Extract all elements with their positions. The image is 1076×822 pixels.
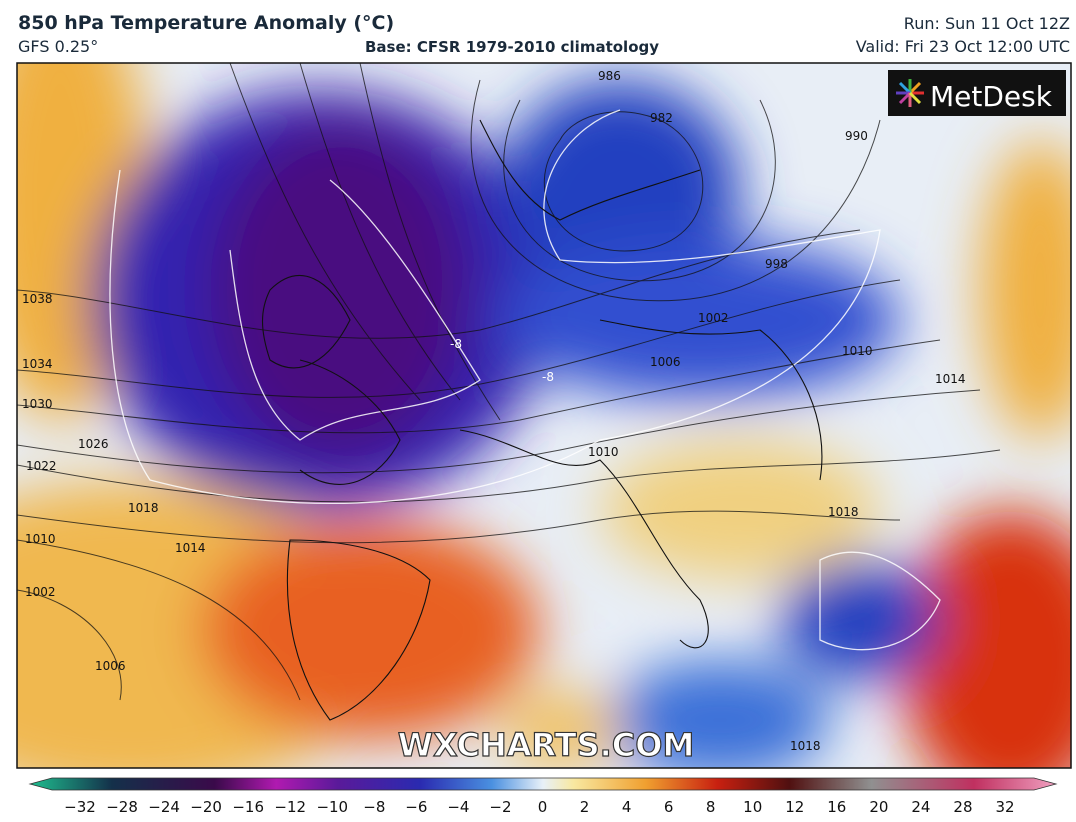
colorbar-tick-label: 16 [827, 798, 846, 816]
isobar-label: 998 [765, 257, 788, 271]
colorbar-tick-label: −32 [64, 798, 96, 816]
colorbar-tick-label: 28 [953, 798, 972, 816]
isobar-label: 1026 [78, 437, 109, 451]
colorbar-tick-label: −8 [363, 798, 385, 816]
colorbar-tick-label: 10 [743, 798, 762, 816]
colorbar-tick-label: −4 [447, 798, 469, 816]
isobar-label: 1014 [175, 541, 206, 555]
isobar-label: 1006 [650, 355, 681, 369]
isobar-label: 1018 [128, 501, 159, 515]
colorbar-tick-label: −12 [274, 798, 306, 816]
colorbar-tick-label: 20 [869, 798, 888, 816]
colorbar-tick-label: 24 [911, 798, 930, 816]
colorbar-tick-label: 2 [580, 798, 590, 816]
colorbar-tick-label: −28 [106, 798, 138, 816]
isobar-label: 990 [845, 129, 868, 143]
colorbar [28, 777, 1058, 791]
colorbar-tick-label: 4 [622, 798, 632, 816]
isobar-label: 1018 [828, 505, 859, 519]
colorbar-tick-label: −2 [489, 798, 511, 816]
colorbar-tick-label: 8 [706, 798, 716, 816]
isobar-label: 1010 [842, 344, 873, 358]
title: 850 hPa Temperature Anomaly (°C) [18, 12, 395, 34]
colorbar-tick-label: 6 [664, 798, 674, 816]
colorbar-tick-label: 0 [538, 798, 548, 816]
colorbar-tick-label: 32 [995, 798, 1014, 816]
model: GFS 0.25° [18, 37, 99, 56]
colorbar-tick-label: −24 [148, 798, 180, 816]
isobar-label: 1018 [790, 739, 821, 753]
isobar-label: 1002 [698, 311, 729, 325]
anomaly-label: -8 [450, 337, 462, 351]
map-frame [16, 62, 1072, 769]
logo-text: MetDesk [930, 80, 1053, 113]
isobar-label: 982 [650, 111, 673, 125]
isobar-label: 1014 [935, 372, 966, 386]
base: Base: CFSR 1979-2010 climatology [365, 38, 660, 56]
colorbar-tick-label: −20 [190, 798, 222, 816]
isobar-label: 1002 [25, 585, 56, 599]
isobar-label: 1038 [22, 292, 53, 306]
valid: Valid: Fri 23 Oct 12:00 UTC [855, 37, 1070, 56]
isobar-label: 1022 [26, 459, 57, 473]
anomaly-label: -8 [542, 370, 554, 384]
isobar-label: 1030 [22, 397, 53, 411]
run: Run: Sun 11 Oct 12Z [903, 14, 1070, 33]
colorbar-tick-label: −16 [232, 798, 264, 816]
isobar-label: 1034 [22, 357, 53, 371]
isobar-label: 986 [598, 69, 621, 83]
logo-icon [896, 79, 924, 107]
colorbar-tick-label: −6 [405, 798, 427, 816]
colorbar-tick-label: −10 [316, 798, 348, 816]
isobar-label: 1006 [95, 659, 126, 673]
watermark: WXCHARTS.COM [398, 726, 695, 764]
isobar-label: 1010 [588, 445, 619, 459]
colorbar-tick-label: 12 [785, 798, 804, 816]
isobar-label: 1010 [25, 532, 56, 546]
